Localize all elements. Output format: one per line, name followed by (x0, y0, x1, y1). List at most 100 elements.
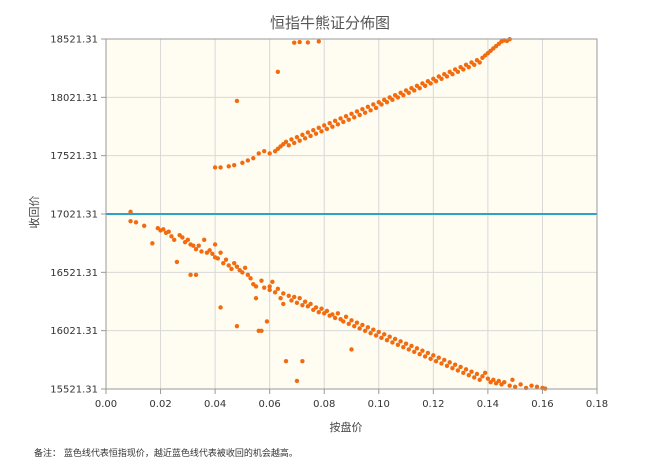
data-point (349, 111, 354, 117)
data-point (128, 218, 133, 224)
data-point (452, 362, 458, 367)
data-point (275, 286, 281, 292)
data-point (368, 108, 373, 113)
data-point (262, 285, 267, 290)
data-point (294, 134, 300, 140)
data-point (215, 256, 221, 261)
x-tick-labels: 0.00 0.02 0.04 0.06 0.08 0.10 0.12 0.14 0.16 0.18 (95, 399, 608, 410)
data-point (292, 40, 297, 45)
data-point (185, 237, 191, 243)
data-point (232, 162, 237, 168)
data-point (474, 371, 480, 377)
data-point (234, 264, 240, 269)
data-point (221, 260, 226, 266)
data-point (218, 165, 223, 170)
data-point (395, 95, 401, 100)
data-point (294, 300, 300, 306)
data-point (384, 337, 390, 343)
data-point (316, 309, 321, 315)
data-point (300, 358, 305, 364)
data-point (245, 158, 251, 163)
data-point (472, 375, 477, 380)
data-point (128, 209, 133, 215)
data-point (382, 332, 387, 337)
data-point (316, 39, 321, 44)
data-point (384, 99, 390, 105)
data-point (308, 301, 313, 307)
data-point (401, 344, 406, 350)
data-point (371, 102, 376, 107)
x-tick-label: 0.12 (422, 399, 444, 410)
data-point (395, 342, 401, 348)
y-tick-label: 18021.31 (50, 93, 98, 104)
data-point (169, 234, 174, 239)
data-point (324, 308, 330, 314)
data-point (302, 136, 308, 141)
data-point (332, 118, 338, 124)
y-tick-label: 18521.31 (50, 35, 98, 46)
y-tick-label: 15521.31 (50, 385, 98, 396)
data-point (414, 346, 420, 351)
data-point (193, 246, 199, 252)
data-point (245, 272, 251, 278)
data-point (422, 83, 428, 89)
x-tick-label: 0.06 (259, 399, 281, 410)
data-point (289, 298, 294, 303)
data-point (218, 305, 223, 310)
data-point (360, 106, 365, 112)
data-point (292, 140, 297, 146)
data-point (455, 69, 461, 75)
data-point (278, 295, 283, 301)
data-point (390, 340, 395, 345)
data-point (324, 126, 330, 132)
data-point (297, 295, 302, 301)
data-point (357, 326, 362, 331)
data-point (439, 76, 444, 82)
data-point (341, 119, 346, 125)
data-point (174, 259, 180, 265)
data-point (425, 350, 431, 356)
data-point (360, 322, 365, 328)
data-point (466, 64, 471, 70)
data-point (305, 40, 311, 45)
x-axis-label: 按盘价 (330, 420, 363, 434)
data-point (343, 113, 349, 119)
data-point (297, 138, 302, 143)
data-point (420, 348, 425, 353)
data-point (496, 378, 501, 384)
data-point (387, 334, 392, 339)
data-point (294, 378, 300, 384)
data-point (264, 319, 270, 324)
data-point (292, 294, 297, 300)
data-point (417, 351, 422, 357)
data-point (193, 272, 199, 278)
data-point (354, 320, 360, 325)
data-point (210, 251, 215, 257)
data-point (433, 78, 439, 84)
data-point (373, 333, 379, 338)
y-tick-label: 16021.31 (50, 326, 98, 337)
chart-title: 恒指牛熊证分佈图 (270, 14, 390, 32)
data-point (180, 235, 185, 240)
data-point (242, 265, 248, 271)
data-point (300, 132, 305, 138)
data-point (240, 270, 245, 275)
axes (101, 38, 598, 394)
data-point (349, 318, 354, 323)
x-tick-label: 0.10 (368, 399, 390, 410)
data-point (477, 377, 482, 383)
data-point (218, 250, 223, 255)
data-point (202, 237, 207, 243)
data-point (439, 361, 444, 366)
data-point (305, 130, 311, 135)
data-point (409, 343, 414, 349)
data-point (401, 92, 406, 98)
data-point (188, 272, 193, 278)
data-point (141, 223, 147, 229)
data-point (253, 295, 259, 301)
data-point (267, 284, 272, 289)
data-point (379, 335, 384, 341)
data-point (343, 314, 349, 320)
data-point (485, 376, 491, 381)
